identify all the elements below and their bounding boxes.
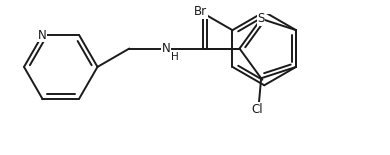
Text: S: S: [257, 12, 265, 25]
Text: O: O: [198, 5, 207, 18]
Text: N: N: [38, 29, 47, 42]
Text: H: H: [171, 52, 179, 62]
Text: N: N: [162, 42, 170, 55]
Text: Br: Br: [194, 5, 207, 18]
Text: Cl: Cl: [252, 103, 263, 116]
